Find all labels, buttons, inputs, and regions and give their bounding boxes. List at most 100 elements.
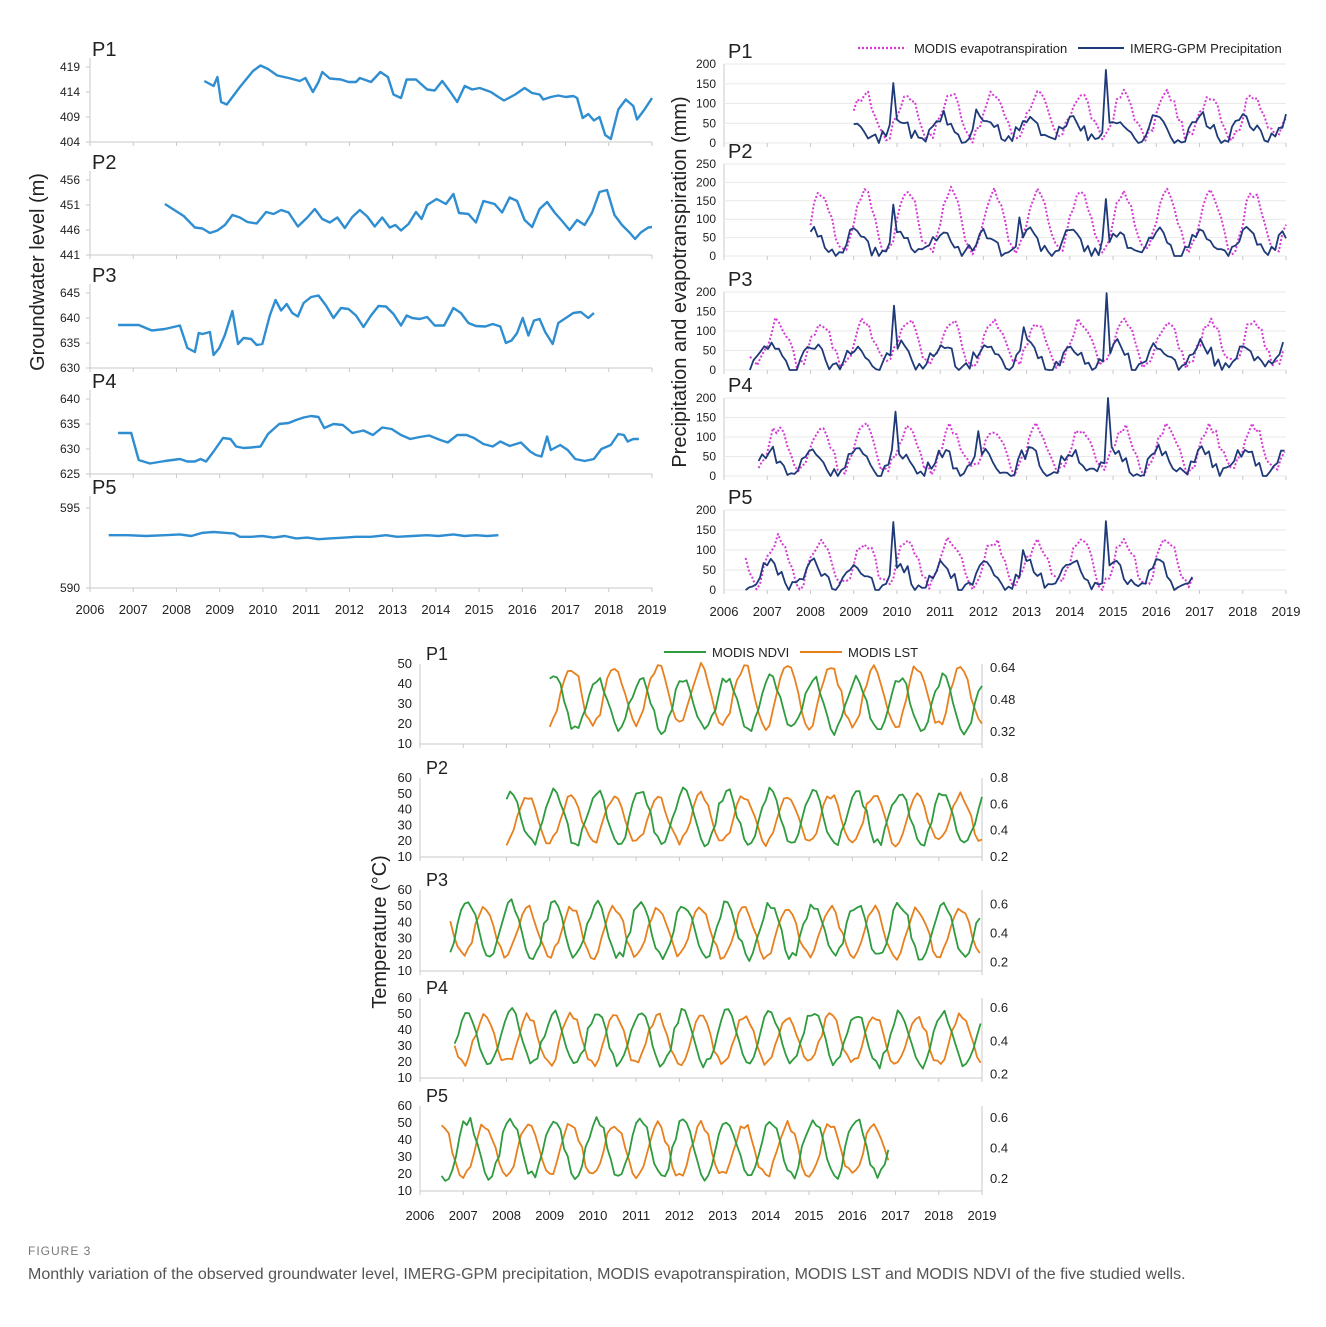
x-tick-label: 2016 <box>508 602 537 617</box>
x-tick-label: 2014 <box>1055 604 1084 619</box>
x-tick-label: 2019 <box>968 1208 997 1223</box>
y2-tick-label: 0.32 <box>990 724 1015 739</box>
y-axis-title: Precipitation and evapotranspiration (mm… <box>669 96 691 467</box>
x-tick-label: 2012 <box>969 604 998 619</box>
x-tick-label: 2014 <box>421 602 450 617</box>
y-tick-label: 200 <box>696 285 716 299</box>
lst-series-p3 <box>449 904 981 961</box>
figure-canvas: Groundwater level (m) P1 404 409 414 419 P2 441… <box>27 39 1300 1223</box>
groundwater-series-p5 <box>108 530 499 541</box>
lst-series-p2 <box>505 790 983 848</box>
panel-label: P1 <box>728 41 752 63</box>
y-tick-label: 456 <box>60 173 80 187</box>
y-tick-label: 0 <box>709 469 716 483</box>
x-tick-label: 2011 <box>926 604 954 619</box>
y-tick-label: 10 <box>398 849 412 864</box>
x-tick-label: 2017 <box>551 602 580 617</box>
x-tick-label: 2009 <box>205 602 234 617</box>
y2-tick-label: 0.6 <box>990 1000 1008 1015</box>
y-tick-label: 0 <box>709 363 716 377</box>
y-tick-label: 20 <box>398 833 412 848</box>
y-tick-label: 30 <box>398 817 412 832</box>
y-tick-label: 0 <box>709 136 716 150</box>
y-tick-label: 590 <box>60 581 80 595</box>
y-tick-label: 635 <box>60 417 80 431</box>
y-tick-label: 200 <box>696 391 716 405</box>
legend-ndvi-label: MODIS NDVI <box>712 645 789 660</box>
y-tick-label: 200 <box>696 57 716 71</box>
y-tick-label: 200 <box>696 503 716 517</box>
y-axis-title: Groundwater level (m) <box>27 173 49 371</box>
panel-p5: P5 590 595 <box>60 477 653 595</box>
y-tick-label: 100 <box>696 543 716 557</box>
y-tick-label: 50 <box>703 231 717 245</box>
lst-series-p1 <box>548 661 983 731</box>
x-tick-label: 2012 <box>335 602 364 617</box>
panel-label: P5 <box>728 487 752 509</box>
y-tick-label: 150 <box>696 305 716 319</box>
y-tick-label: 645 <box>60 286 80 300</box>
x-tick-label: 2006 <box>710 604 739 619</box>
figure-caption: Monthly variation of the observed ground… <box>28 1266 1186 1283</box>
panel-label: P5 <box>426 1086 448 1106</box>
y-tick-label: 20 <box>398 947 412 962</box>
y-tick-label: 60 <box>398 990 412 1005</box>
y-tick-label: 50 <box>398 656 412 671</box>
lst-ndvi-chart: Temperature (°C)MODIS NDVI MODIS LSTP1102… <box>369 644 1015 1223</box>
y-tick-label: 635 <box>60 336 80 350</box>
y-tick-label: 20 <box>398 1166 412 1181</box>
y-tick-label: 409 <box>60 110 80 124</box>
x-tick-label: 2016 <box>838 1208 867 1223</box>
panel-p4: P4 0 50 100 150 200 <box>696 375 1287 483</box>
y2-tick-label: 0.6 <box>990 1110 1008 1125</box>
x-tick-label: 2015 <box>795 1208 824 1223</box>
panel-p5: P5 10 20 30 40 50 60 0.2 0.4 0.6 <box>398 1086 1009 1198</box>
panel-label: P4 <box>92 371 116 393</box>
y-tick-label: 50 <box>703 344 717 358</box>
y-tick-label: 150 <box>696 523 716 537</box>
x-tick-label: 2008 <box>162 602 191 617</box>
y-tick-label: 50 <box>703 116 717 130</box>
y-tick-label: 0 <box>709 249 716 263</box>
evap-series-p1 <box>852 88 1287 144</box>
x-tick-label: 2011 <box>622 1208 650 1223</box>
y-axis-title: Temperature (°C) <box>369 855 391 1009</box>
y-tick-label: 0 <box>709 583 716 597</box>
y-tick-label: 630 <box>60 442 80 456</box>
groundwater-series-p3 <box>118 294 595 357</box>
panel-p5: P5 0 50 100 150 200 <box>696 487 1287 597</box>
panel-label: P2 <box>92 152 116 174</box>
y2-tick-label: 0.4 <box>990 823 1008 838</box>
x-tick-label: 2010 <box>578 1208 607 1223</box>
legend-lst-label: MODIS LST <box>848 645 918 660</box>
ndvi-series-p2 <box>505 786 983 848</box>
x-tick-label: 2018 <box>594 602 623 617</box>
y-tick-label: 40 <box>398 1022 412 1037</box>
x-tick-label: 2017 <box>881 1208 910 1223</box>
precip-series-p2 <box>809 198 1287 257</box>
precip-series-p5 <box>745 520 1194 591</box>
y-tick-label: 10 <box>398 963 412 978</box>
y-tick-label: 50 <box>703 563 717 577</box>
ndvi-series-p3 <box>449 898 981 962</box>
y-tick-label: 200 <box>696 175 716 189</box>
y2-tick-label: 0.2 <box>990 1171 1008 1186</box>
groundwater-chart: Groundwater level (m) P1 404 409 414 419 P2 441… <box>27 39 666 617</box>
y-tick-label: 40 <box>398 676 412 691</box>
y2-tick-label: 0.4 <box>990 1141 1008 1156</box>
groundwater-series-p2 <box>164 188 653 241</box>
y-tick-label: 100 <box>696 97 716 111</box>
panel-p2: P2 441 446 451 456 <box>60 152 653 262</box>
panel-label: P3 <box>92 265 116 287</box>
y2-tick-label: 0.6 <box>990 896 1008 911</box>
precip-series-p1 <box>853 69 1287 144</box>
y-tick-label: 20 <box>398 1054 412 1069</box>
x-tick-label: 2006 <box>76 602 105 617</box>
y-tick-label: 40 <box>398 914 412 929</box>
y-tick-label: 404 <box>60 135 80 149</box>
y-tick-label: 30 <box>398 1038 412 1053</box>
x-tick-label: 2013 <box>708 1208 737 1223</box>
y2-tick-label: 0.8 <box>990 770 1008 785</box>
